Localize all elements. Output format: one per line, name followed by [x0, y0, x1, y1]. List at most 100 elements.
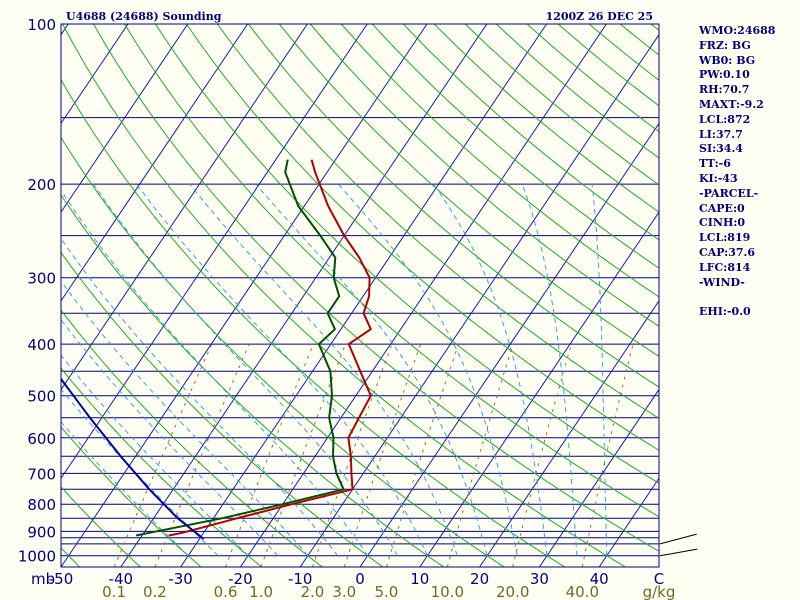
isotherm-line [538, 388, 659, 567]
index-line: KI:-43 [699, 171, 738, 185]
index-line: RH:70.7 [699, 83, 750, 97]
dry-adiabat [61, 486, 141, 567]
pressure-tick-label: 200 [27, 176, 56, 194]
index-line: MAXT:-9.2 [699, 97, 764, 111]
moist-adiabat [61, 354, 249, 557]
isotherm-line [61, 24, 69, 36]
pressure-tick-label: 100 [27, 16, 56, 34]
isotherm-line [359, 122, 659, 567]
moist-adiabat [61, 421, 189, 557]
pressure-unit-label: mb [31, 570, 55, 588]
plot-frame [60, 23, 660, 568]
parcel-line [61, 377, 205, 540]
pressure-tick-label: 800 [27, 496, 56, 514]
pressure-tick-label: 900 [27, 523, 56, 541]
index-line: LI:37.7 [699, 127, 743, 141]
moist-adiabat [92, 183, 398, 556]
mixing-ratio-tick-label: 0.2 [143, 583, 167, 600]
dry-adiabat [216, 24, 659, 419]
temperature-tick-label: -30 [168, 570, 193, 588]
dry-adiabat [248, 24, 659, 388]
pressure-tick-label: 600 [27, 430, 56, 448]
moist-adiabat [61, 189, 369, 556]
dry-adiabat [62, 24, 626, 567]
index-line: TT:-6 [699, 157, 731, 171]
index-line: WMO:24688 [699, 24, 776, 37]
dry-adiabat [340, 24, 659, 298]
moist-adiabat [521, 183, 578, 556]
dry-adiabat [185, 24, 659, 451]
pressure-tick-label: 700 [27, 465, 56, 483]
pressure-tick-label: 1000 [18, 548, 56, 566]
dry-adiabat [61, 194, 444, 567]
moist-adiabat [61, 237, 339, 557]
dry-adiabat [278, 24, 659, 357]
temperature-tick-label: 0 [355, 570, 365, 588]
mixing-ratio-tick-label: 2.0 [300, 583, 324, 600]
mixing-ratio-line [225, 343, 314, 567]
index-line: PW:0.10 [699, 68, 750, 82]
index-line: -WIND- [699, 275, 745, 289]
index-line: SI:34.4 [699, 142, 743, 156]
isotherm-line [61, 24, 308, 391]
pressure-tick-label: 400 [27, 336, 56, 354]
series-layer [61, 159, 372, 540]
mixing-ratio-tick-label: 10.0 [431, 583, 464, 600]
index-line: LCL:819 [699, 231, 751, 245]
mixing-ratio-line [446, 343, 514, 567]
chart-title: U4688 (24688) Sounding [66, 10, 222, 23]
index-line: LFC:814 [699, 260, 751, 274]
dry-adiabat [61, 251, 384, 567]
pressure-tick-label: 300 [27, 270, 56, 288]
isotherm-line [61, 24, 129, 125]
dry-adiabat [61, 367, 262, 567]
isotherm-line [239, 24, 607, 567]
temperature-tick-label: -50 [49, 570, 74, 588]
dry-adiabat [61, 426, 202, 567]
index-line: CAP:37.6 [699, 245, 756, 259]
index-line: FRZ: BG [699, 38, 751, 52]
thermo-grid [0, 24, 659, 567]
index-line: CINH:0 [699, 216, 746, 230]
mixing-ratio-line [311, 343, 393, 567]
indices-panel: WMO:24688 FRZ: BG WB0: BG PW:0.10 RH:70.7 MAX… [699, 24, 799, 320]
temperature-tick-label: 40 [590, 570, 609, 588]
mixing-ratio-tick-label: 1.0 [249, 583, 273, 600]
mixing-ratio-line [512, 343, 572, 567]
index-line: EHI:-0.0 [699, 305, 751, 319]
temperature-tick-label: -40 [109, 570, 134, 588]
index-line: CAPE:0 [699, 201, 745, 215]
mixing-ratio-line [385, 343, 459, 567]
mixing-ratio-line [343, 343, 422, 567]
moist-adiabat [337, 183, 518, 556]
mixing-ratio-tick-label: 3.0 [332, 583, 356, 600]
dry-adiabat [124, 24, 659, 518]
moist-adiabat [61, 280, 309, 557]
mixing-ratio-tick-label: 0.1 [102, 583, 126, 600]
index-line: LCL:872 [699, 112, 751, 126]
isotherm-line [61, 24, 249, 302]
isotherm-line [419, 211, 659, 567]
dry-adiabat [93, 24, 659, 552]
mixing-ratio-tick-label: 40.0 [566, 583, 599, 600]
chart-timestamp: 1200Z 26 DEC 25 [546, 10, 653, 23]
temperature-tick-label: -20 [228, 570, 253, 588]
isotherm-line [0, 24, 8, 567]
isotherm-line [479, 299, 659, 567]
isotherm-line [61, 24, 189, 214]
mixing-ratio-tick-label: 20.0 [496, 583, 529, 600]
temperature-unit-label: C [654, 570, 664, 588]
moist-adiabat [136, 183, 428, 556]
temperature-tick-label: 20 [470, 570, 489, 588]
mixing-ratio-line [581, 343, 634, 567]
pressure-tick-label: 500 [27, 388, 56, 406]
wind-barb-staff [659, 533, 697, 545]
isotherm-line [180, 24, 548, 567]
moist-adiabat [591, 184, 608, 556]
isotherm-line [61, 24, 368, 480]
temperature-tick-label: -10 [288, 570, 313, 588]
temperature-tick-label: 30 [530, 570, 549, 588]
wind-barbs [659, 533, 698, 557]
